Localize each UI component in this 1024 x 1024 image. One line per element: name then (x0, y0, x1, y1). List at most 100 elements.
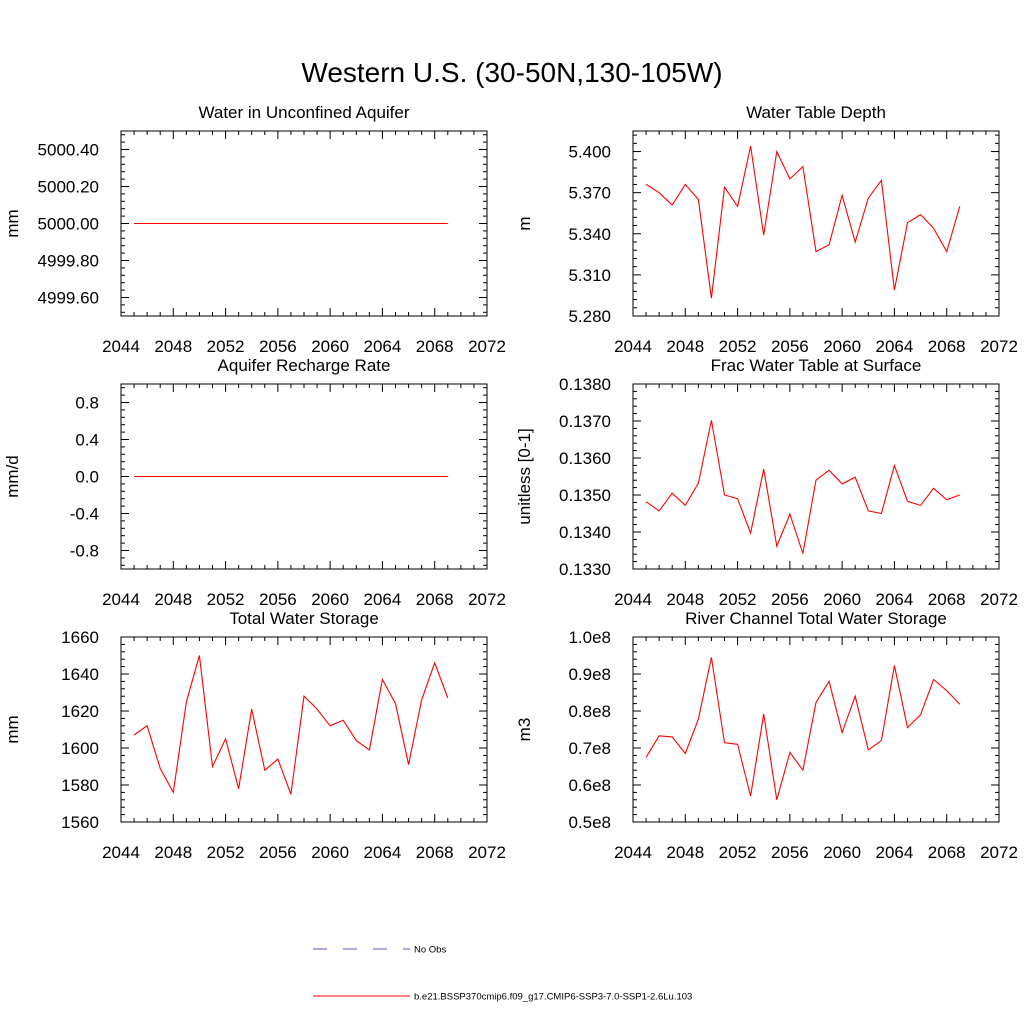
y-tick-label: 0.0 (75, 468, 99, 487)
legend-label: b.e21.BSSP370cmip6.f09_g17.CMIP6-SSP3-7.… (414, 992, 692, 1003)
y-axis-label: mm (3, 209, 22, 237)
panel-title: River Channel Total Water Storage (685, 609, 947, 628)
y-tick-label: 5000.40 (38, 141, 99, 160)
x-tick-label: 2056 (259, 843, 297, 862)
y-tick-label: 5000.20 (38, 178, 99, 197)
y-tick-label: 0.7e8 (568, 739, 611, 758)
x-tick-label: 2048 (666, 590, 704, 609)
panel-2: Water Table Depth m 2044 2048 2052 2056 2060 20… (515, 103, 1018, 356)
y-tick-label: 1560 (61, 813, 99, 832)
y-tick-label: 4999.60 (38, 289, 99, 308)
y-axis-label: mm (3, 715, 22, 743)
x-tick-label: 2044 (614, 590, 652, 609)
y-tick-label: 5.400 (568, 143, 611, 162)
panel-title: Frac Water Table at Surface (711, 356, 922, 375)
x-tick-label: 2052 (207, 337, 245, 356)
panel-title: Water in Unconfined Aquifer (198, 103, 409, 122)
panel-title: Total Water Storage (229, 609, 379, 628)
x-tick-label: 2052 (719, 843, 757, 862)
y-tick-label: 0.1350 (559, 486, 611, 505)
series-line (645, 420, 960, 554)
x-tick-label: 2052 (207, 843, 245, 862)
y-tick-label: 0.1330 (559, 560, 611, 579)
x-tick-label: 2060 (311, 590, 349, 609)
y-tick-label: 1.0e8 (568, 628, 611, 647)
y-tick-label: 5.340 (568, 225, 611, 244)
x-tick-label: 2068 (928, 590, 966, 609)
y-tick-label: 0.1340 (559, 523, 611, 542)
x-tick-label: 2072 (980, 843, 1018, 862)
panel-title: Aquifer Recharge Rate (218, 356, 391, 375)
x-tick-label: 2060 (823, 590, 861, 609)
y-axis-label: mm/d (3, 455, 22, 498)
x-tick-label: 2048 (666, 843, 704, 862)
x-tick-label: 2068 (416, 843, 454, 862)
x-tick-label: 2056 (771, 590, 809, 609)
y-tick-label: 5.370 (568, 184, 611, 203)
y-tick-label: 1620 (61, 702, 99, 721)
x-tick-label: 2048 (154, 337, 192, 356)
x-tick-label: 2060 (311, 337, 349, 356)
y-tick-label: 0.1370 (559, 412, 611, 431)
x-tick-label: 2056 (771, 843, 809, 862)
y-tick-label: 4999.80 (38, 252, 99, 271)
y-tick-label: -0.8 (70, 542, 99, 561)
x-tick-label: 2072 (980, 590, 1018, 609)
y-tick-label: 0.6e8 (568, 776, 611, 795)
x-tick-label: 2064 (364, 337, 402, 356)
x-tick-label: 2064 (364, 843, 402, 862)
x-tick-label: 2064 (364, 590, 402, 609)
y-tick-label: 5.310 (568, 266, 611, 285)
x-tick-label: 2052 (207, 590, 245, 609)
panel-title: Water Table Depth (746, 103, 886, 122)
y-axis-label: unitless [0-1] (515, 428, 534, 524)
panel-3: Aquifer Recharge Rate mm/d 2044 2048 2052 205… (3, 356, 506, 609)
y-tick-label: 1640 (61, 665, 99, 684)
y-tick-label: 0.9e8 (568, 665, 611, 684)
x-tick-label: 2044 (614, 843, 652, 862)
x-tick-label: 2064 (876, 843, 914, 862)
x-tick-label: 2064 (876, 590, 914, 609)
x-tick-label: 2048 (666, 337, 704, 356)
series-line (645, 145, 961, 299)
y-tick-label: 1600 (61, 739, 99, 758)
x-tick-label: 2072 (468, 337, 506, 356)
y-tick-label: 0.8e8 (568, 702, 611, 721)
y-tick-label: 0.5e8 (568, 813, 611, 832)
y-tick-label: 0.1360 (559, 449, 611, 468)
x-tick-label: 2056 (259, 590, 297, 609)
panel-5: Total Water Storage mm 2044 2048 2052 2056 206… (3, 609, 506, 862)
y-tick-label: 0.8 (75, 394, 99, 413)
x-tick-label: 2068 (928, 843, 966, 862)
plot-frame (632, 130, 1000, 317)
panel-1: Water in Unconfined Aquifer mm 2044 2048 205… (3, 103, 506, 356)
x-tick-label: 2060 (823, 337, 861, 356)
figure-title: Western U.S. (30-50N,130-105W) (301, 57, 722, 88)
x-tick-label: 2072 (468, 843, 506, 862)
x-tick-label: 2068 (416, 590, 454, 609)
panel-4: Frac Water Table at Surface unitless [0-1… (515, 356, 1018, 609)
x-tick-label: 2060 (823, 843, 861, 862)
y-axis-label: m3 (515, 718, 534, 742)
y-tick-label: 5.280 (568, 307, 611, 326)
y-tick-label: 5000.00 (38, 215, 99, 234)
y-tick-label: 1580 (61, 776, 99, 795)
x-tick-label: 2072 (468, 590, 506, 609)
panel-6: River Channel Total Water Storage m3 2044 2… (515, 609, 1018, 862)
chart-panels: Water in Unconfined Aquifer mm 2044 2048 205… (3, 103, 1018, 862)
y-axis-label: m (515, 216, 534, 230)
legend-label: No Obs (414, 945, 446, 956)
series-line (645, 657, 961, 800)
x-tick-label: 2044 (102, 590, 140, 609)
x-tick-label: 2068 (928, 337, 966, 356)
plot-frame (120, 636, 488, 823)
y-tick-label: 0.4 (75, 431, 99, 450)
plot-frame (632, 383, 1000, 570)
x-tick-label: 2068 (416, 337, 454, 356)
series-line (133, 655, 449, 795)
y-tick-label: -0.4 (70, 505, 99, 524)
x-tick-label: 2072 (980, 337, 1018, 356)
x-tick-label: 2052 (719, 590, 757, 609)
x-tick-label: 2056 (259, 337, 297, 356)
